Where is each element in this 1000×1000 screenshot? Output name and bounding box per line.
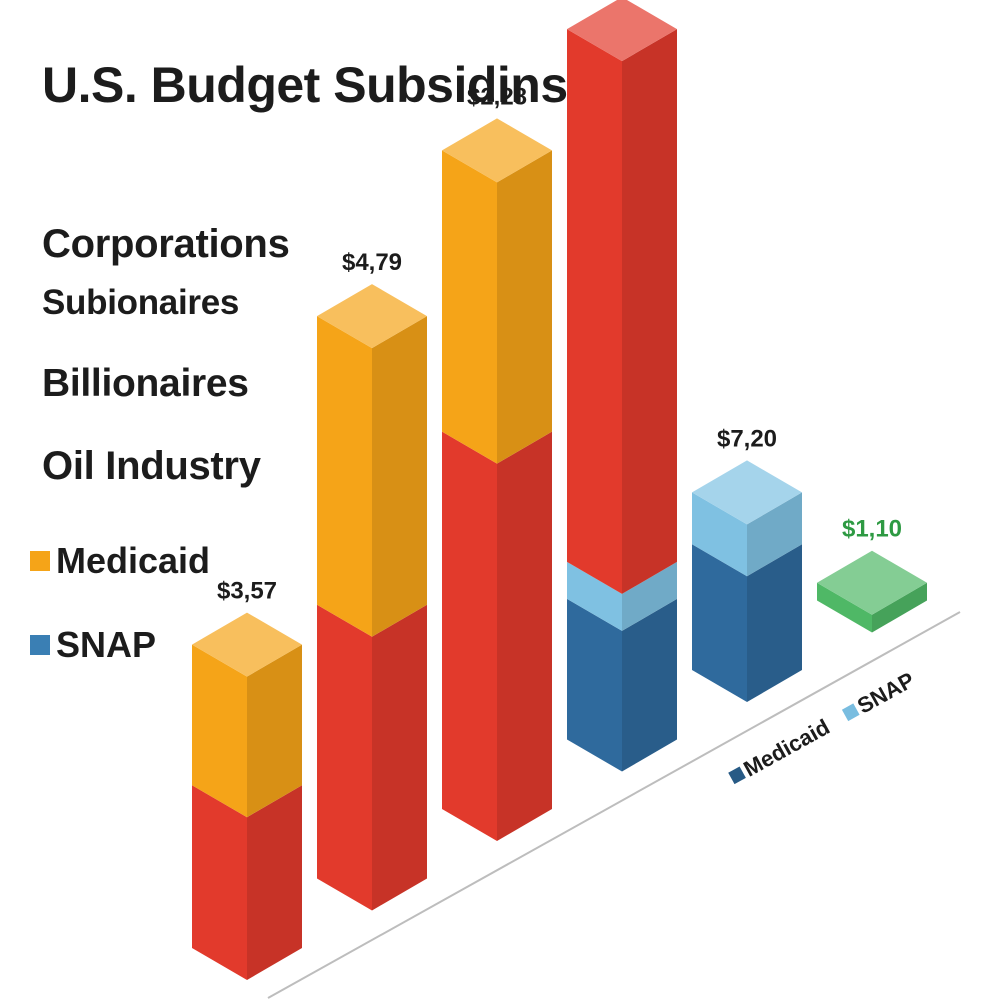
legend-swatch-medicaid — [30, 551, 50, 571]
legend-item-medicaid: Medicaid — [30, 540, 210, 582]
bar-5-seg-0-right-face — [872, 582, 927, 633]
bar-2-seg-1-right-face — [497, 150, 552, 464]
legend-item-snap: SNAP — [30, 624, 156, 666]
axis-legend-swatch-snap — [841, 703, 860, 722]
category-label-corporations: Corporations — [42, 222, 290, 266]
legend-label-medicaid: Medicaid — [56, 540, 211, 581]
bar-3-seg-2-right-face — [622, 29, 677, 594]
legend-swatch-snap — [30, 635, 50, 655]
bar-4-top-face — [692, 460, 802, 525]
bar-4-seg-1-left-face — [692, 492, 747, 577]
bar-5-value-label: $1,10 — [842, 516, 902, 543]
axis-legend-swatch-medicaid — [728, 766, 746, 785]
bar-2-value-label: $2,28 — [467, 83, 527, 110]
bar-1-seg-1-left-face — [317, 316, 372, 637]
axis-legend-label-snap: SNAP — [853, 667, 919, 718]
category-label-oil-industry: Oil Industry — [42, 444, 261, 488]
category-label-billionaires: Billionaires — [42, 362, 249, 405]
bar-3-seg-1-left-face — [567, 561, 622, 631]
bar-0-seg-1-left-face — [192, 644, 247, 818]
bar-3-top-face — [567, 0, 677, 62]
bar-0-value-label: $3,57 — [217, 578, 277, 605]
category-label-subionaires: Subionaires — [42, 283, 240, 322]
bar-3-seg-1-right-face — [622, 561, 677, 631]
bar-2-top-face — [442, 118, 552, 183]
legend-label-snap: SNAP — [56, 624, 157, 665]
bar-3-seg-2-left-face — [567, 29, 622, 594]
bar-2-seg-1-left-face — [442, 150, 497, 464]
bar-4-value-label: $7,20 — [717, 425, 777, 452]
bar-1-top-face — [317, 284, 427, 349]
bar-2-seg-0-left-face — [442, 431, 497, 841]
bar-3-seg-0-left-face — [567, 598, 622, 772]
chart-title: U.S. Budget Subsidins — [42, 57, 568, 113]
bar-1-seg-0-right-face — [372, 604, 427, 911]
bar-0-seg-1-right-face — [247, 644, 302, 818]
bar-3-seg-0-right-face — [622, 598, 677, 772]
bar-4-seg-1-right-face — [747, 492, 802, 577]
axis-legend-label-medicaid: Medicaid — [739, 714, 833, 782]
bar-1-seg-0-left-face — [317, 604, 372, 911]
bar-5-seg-0-left-face — [817, 582, 872, 633]
bar-1-value-label: $4,79 — [342, 249, 402, 276]
bar-4-seg-0-left-face — [692, 544, 747, 702]
bar-0-seg-0-right-face — [247, 785, 302, 980]
bar-0-top-face — [192, 612, 302, 677]
bar-5-top-face — [817, 550, 927, 615]
bar-2-seg-0-right-face — [497, 431, 552, 841]
axis-baseline — [267, 611, 961, 999]
bar-1-seg-1-right-face — [372, 316, 427, 637]
bar-0-seg-0-left-face — [192, 785, 247, 980]
bar-4-seg-0-right-face — [747, 544, 802, 702]
